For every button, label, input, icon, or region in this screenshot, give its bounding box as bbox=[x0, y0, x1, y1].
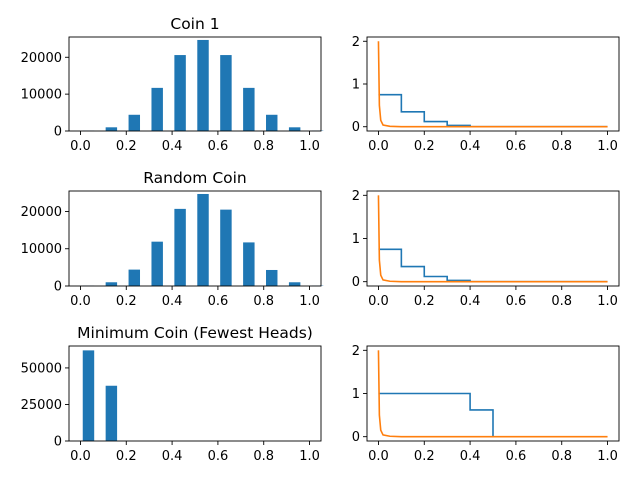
chart-5-ytick-label-1: 0 bbox=[54, 435, 62, 450]
chart-1-ytick-label-2: 10000 bbox=[21, 88, 62, 103]
chart-1-bar-5 bbox=[174, 55, 185, 131]
chart-3-ytick-label-2: 10000 bbox=[21, 242, 62, 257]
chart-3-xtick-label-5: 0.8 bbox=[253, 294, 274, 309]
chart-6-ytick-label-3: 2 bbox=[352, 344, 360, 359]
chart-4-ytick-label-1: 0 bbox=[352, 275, 360, 290]
chart-4-xtick-label-1: 0.0 bbox=[368, 294, 389, 309]
chart-3-ytick-label-3: 20000 bbox=[21, 205, 62, 220]
chart-1-xtick-label-5: 0.8 bbox=[253, 139, 274, 154]
chart-4-xtick-label-4: 0.6 bbox=[506, 294, 527, 309]
chart-2-xtick-label-2: 0.2 bbox=[414, 139, 435, 154]
chart-2-xtick-label-6: 1.0 bbox=[597, 139, 618, 154]
chart-5-bar-1 bbox=[83, 350, 94, 441]
chart-1-bar-4 bbox=[151, 88, 162, 131]
chart-2-xtick-label-3: 0.4 bbox=[460, 139, 481, 154]
chart-2-xtick-label-5: 0.8 bbox=[551, 139, 572, 154]
chart-3-bar-8 bbox=[243, 242, 254, 286]
chart-2-xtick-label-4: 0.6 bbox=[506, 139, 527, 154]
chart-1-bar-7 bbox=[220, 55, 231, 131]
chart-3-xtick-label-4: 0.6 bbox=[208, 294, 229, 309]
chart-5-xtick-label-1: 0.0 bbox=[70, 449, 91, 464]
chart-6-xtick-label-5: 0.8 bbox=[551, 449, 572, 464]
chart-1-ytick-label-1: 0 bbox=[54, 125, 62, 140]
chart-2-xtick-label-1: 0.0 bbox=[368, 139, 389, 154]
chart-3-bar-2 bbox=[106, 282, 117, 286]
chart-1-xtick-label-2: 0.2 bbox=[116, 139, 137, 154]
chart-5-title: Minimum Coin (Fewest Heads) bbox=[77, 324, 313, 342]
chart-1-xtick-label-3: 0.4 bbox=[162, 139, 183, 154]
chart-4-xtick-label-5: 0.8 bbox=[551, 294, 572, 309]
chart-6-xtick-label-4: 0.6 bbox=[506, 449, 527, 464]
chart-4-xtick-label-3: 0.4 bbox=[460, 294, 481, 309]
chart-3-bar-6 bbox=[197, 194, 208, 286]
chart-5-xtick-label-6: 1.0 bbox=[299, 449, 320, 464]
chart-3-bar-3 bbox=[129, 270, 140, 286]
chart-1-bar-8 bbox=[243, 88, 254, 131]
chart-1-bar-10 bbox=[289, 127, 300, 131]
chart-1-xtick-label-4: 0.6 bbox=[208, 139, 229, 154]
chart-5-xtick-label-3: 0.4 bbox=[162, 449, 183, 464]
chart-6-xtick-label-1: 0.0 bbox=[368, 449, 389, 464]
chart-3-xtick-label-1: 0.0 bbox=[70, 294, 91, 309]
chart-5-bar-2 bbox=[106, 386, 117, 441]
chart-4-ytick-label-2: 1 bbox=[352, 232, 360, 247]
chart-1-xtick-label-1: 0.0 bbox=[70, 139, 91, 154]
chart-1-ytick-label-3: 20000 bbox=[21, 51, 62, 66]
chart-5-ytick-label-2: 25000 bbox=[21, 398, 62, 413]
chart-1-bar-2 bbox=[106, 127, 117, 131]
chart-3-ytick-label-1: 0 bbox=[54, 280, 62, 295]
chart-1-title: Coin 1 bbox=[170, 15, 219, 33]
chart-3-xtick-label-3: 0.4 bbox=[162, 294, 183, 309]
chart-6-xtick-label-3: 0.4 bbox=[460, 449, 481, 464]
chart-2-ytick-label-1: 0 bbox=[352, 120, 360, 135]
chart-3-xtick-label-6: 1.0 bbox=[299, 294, 320, 309]
chart-3-bar-10 bbox=[289, 282, 300, 286]
chart-1-bar-3 bbox=[129, 115, 140, 131]
chart-6-ytick-label-2: 1 bbox=[352, 387, 360, 402]
chart-5-xtick-label-2: 0.2 bbox=[116, 449, 137, 464]
chart-4-xtick-label-6: 1.0 bbox=[597, 294, 618, 309]
chart-5-ytick-label-3: 50000 bbox=[21, 361, 62, 376]
chart-6-ytick-label-1: 0 bbox=[352, 430, 360, 445]
chart-2-ytick-label-3: 2 bbox=[352, 35, 360, 50]
chart-1-bar-9 bbox=[266, 115, 277, 131]
chart-5-xtick-label-4: 0.6 bbox=[208, 449, 229, 464]
chart-1-xtick-label-6: 1.0 bbox=[299, 139, 320, 154]
chart-3-title: Random Coin bbox=[143, 169, 247, 187]
chart-2-ytick-label-2: 1 bbox=[352, 78, 360, 93]
chart-3-bar-5 bbox=[174, 209, 185, 286]
chart-3-xtick-label-2: 0.2 bbox=[116, 294, 137, 309]
chart-4-xtick-label-2: 0.2 bbox=[414, 294, 435, 309]
chart-5-xtick-label-5: 0.8 bbox=[253, 449, 274, 464]
chart-6-xtick-label-6: 1.0 bbox=[597, 449, 618, 464]
chart-4-ytick-label-3: 2 bbox=[352, 189, 360, 204]
chart-3-bar-4 bbox=[151, 242, 162, 286]
chart-3-bar-7 bbox=[220, 210, 231, 286]
chart-1-bar-6 bbox=[197, 40, 208, 131]
chart-6-xtick-label-2: 0.2 bbox=[414, 449, 435, 464]
chart-3-bar-9 bbox=[266, 270, 277, 286]
